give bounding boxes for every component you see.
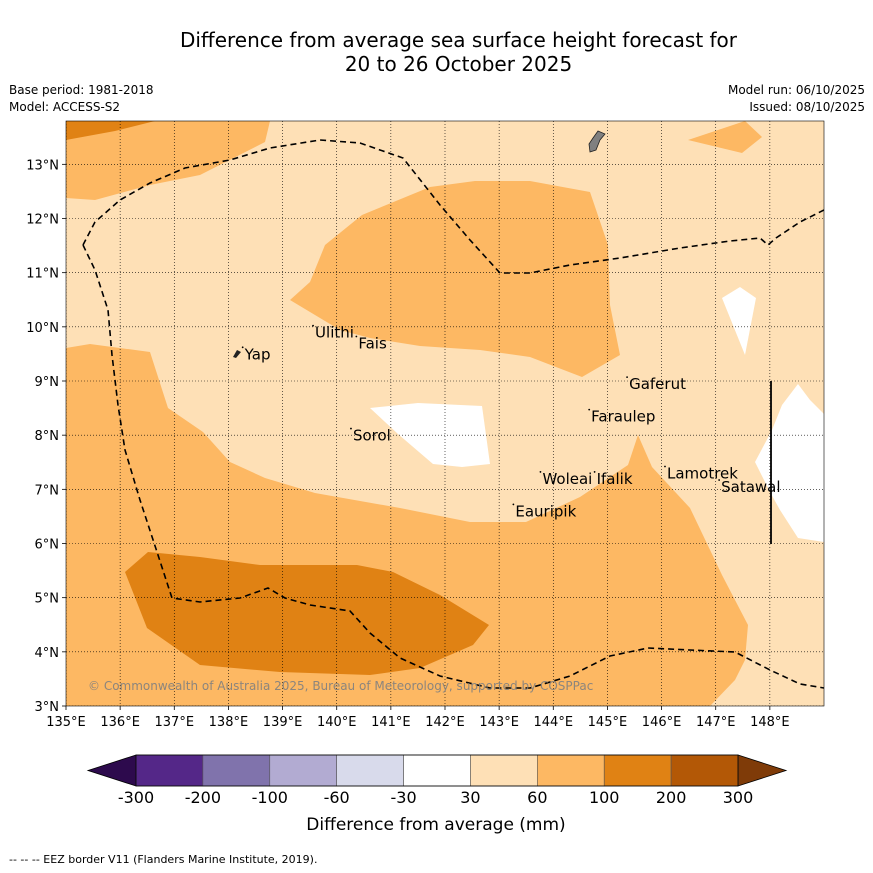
colorbar-tick-label: 30 — [460, 788, 480, 807]
contour-neutral-east — [755, 384, 824, 542]
y-tick-label: 12°N — [26, 213, 59, 228]
colorbar-bin — [670, 754, 739, 787]
model-run: Model run: 06/10/2025 — [727, 83, 865, 97]
y-tick-label: 7°N — [35, 483, 60, 498]
colorbar-bin — [403, 754, 471, 787]
x-tick-label: 139°E — [263, 715, 303, 730]
colorbar-tick-label: -60 — [324, 788, 350, 807]
x-axis: 135°E 136°E 137°E 138°E 139°E 140°E 141°E 142°E… — [46, 706, 790, 730]
y-tick-label: 8°N — [35, 429, 60, 444]
contour-60-100-northwest — [66, 121, 270, 200]
yap-island — [233, 350, 241, 358]
x-tick-label: 146°E — [642, 715, 682, 730]
island-marker — [588, 408, 591, 411]
x-tick-label: 144°E — [534, 715, 574, 730]
island-marker — [626, 376, 628, 379]
colorbar-bin — [470, 754, 538, 787]
copyright-text: © Commonwealth of Australia 2025, Bureau… — [88, 679, 593, 693]
colorbar-tick-label: -30 — [390, 788, 416, 807]
base-period: Base period: 1981-2018 — [9, 83, 154, 97]
place-label: Woleai — [542, 470, 592, 488]
colorbar-over-arrow — [737, 754, 788, 787]
colorbar-tick-label: 100 — [589, 788, 620, 807]
x-tick-label: 140°E — [317, 715, 357, 730]
y-tick-label: 9°N — [35, 375, 60, 390]
y-axis: 3°N 4°N 5°N 6°N 7°N 8°N 9°N 10°N 11°N 12°N 13°N — [26, 158, 66, 715]
colorbar-bin — [336, 754, 404, 787]
x-tick-label: 137°E — [155, 715, 195, 730]
contour-neutral-northeast — [722, 287, 756, 355]
contour-60-100-north-central — [290, 181, 620, 377]
y-tick-label: 4°N — [35, 646, 60, 661]
model-name: Model: ACCESS-S2 — [9, 100, 121, 114]
legend-footnote: -- -- -- EEZ border V11 (Flanders Marine… — [9, 853, 318, 866]
x-tick-label: 142°E — [425, 715, 465, 730]
title-line-1: Difference from average sea surface heig… — [179, 28, 738, 52]
map-title: Difference from average sea surface heig… — [0, 28, 873, 76]
island-marker — [241, 346, 244, 349]
colorbar-label: Difference from average (mm) — [306, 815, 565, 835]
colorbar-bin — [603, 754, 672, 787]
contour-100-200-corner — [66, 121, 155, 140]
island-marker — [718, 479, 721, 481]
island-marker — [312, 324, 314, 327]
y-tick-label: 3°N — [35, 700, 60, 715]
y-tick-label: 10°N — [26, 321, 59, 336]
y-tick-label: 11°N — [26, 267, 59, 282]
colorbar-tick-label: 60 — [527, 788, 547, 807]
model-info: Base period: 1981-2018 Model: ACCESS-S2 — [9, 82, 154, 116]
island-marker — [664, 465, 666, 468]
guam-island — [588, 130, 606, 153]
colorbar-bin — [135, 754, 204, 787]
colorbar-tick-label: -300 — [118, 788, 154, 807]
colorbar: -300 -200 -100 -60 -30 30 60 100 200 300 — [86, 754, 788, 807]
place-label: Sorol — [353, 427, 391, 445]
place-label: Satawal — [721, 478, 780, 496]
y-tick-label: 6°N — [35, 538, 60, 553]
island-marker — [539, 471, 542, 473]
title-line-2: 20 to 26 October 2025 — [344, 52, 573, 76]
colorbar-tick-label: -200 — [185, 788, 221, 807]
x-tick-label: 147°E — [696, 715, 736, 730]
contour-100-200-south — [125, 552, 489, 675]
x-tick-label: 136°E — [100, 715, 140, 730]
gridlines — [66, 121, 824, 706]
colorbar-frame — [135, 754, 739, 787]
place-label: Fais — [358, 335, 387, 353]
x-tick-label: 138°E — [209, 715, 249, 730]
x-tick-label: 135°E — [46, 715, 86, 730]
colorbar-bin — [537, 754, 605, 787]
island-marker — [593, 471, 596, 473]
place-label: Yap — [244, 345, 271, 363]
run-info: Model run: 06/10/2025 Issued: 08/10/2025 — [728, 82, 865, 116]
place-label: Faraulep — [591, 408, 655, 426]
colorbar-tick-label: -100 — [252, 788, 288, 807]
x-tick-label: 141°E — [371, 715, 411, 730]
colorbar-under-arrow — [86, 754, 137, 787]
colorbar-tick-label: 200 — [656, 788, 687, 807]
colorbar-bin — [202, 754, 271, 787]
contour-60-100-northeast — [688, 121, 762, 153]
y-tick-label: 13°N — [26, 158, 59, 173]
issued-date: Issued: 08/10/2025 — [749, 100, 865, 114]
y-tick-label: 5°N — [35, 592, 60, 607]
island-marker — [355, 335, 358, 338]
x-tick-label: 143°E — [479, 715, 519, 730]
x-tick-label: 148°E — [750, 715, 790, 730]
eez-border-line — [82, 139, 824, 689]
x-tick-label: 145°E — [588, 715, 628, 730]
place-label: Gaferut — [629, 375, 686, 393]
island-marker — [512, 503, 515, 506]
colorbar-tick-label: 300 — [723, 788, 754, 807]
place-label: Ulithi — [315, 324, 354, 342]
island-marker — [350, 427, 352, 430]
place-label: Ifalik — [597, 470, 633, 488]
place-label: Lamotrek — [667, 465, 738, 483]
colorbar-bin — [269, 754, 337, 787]
place-label: Eauripik — [515, 502, 576, 520]
